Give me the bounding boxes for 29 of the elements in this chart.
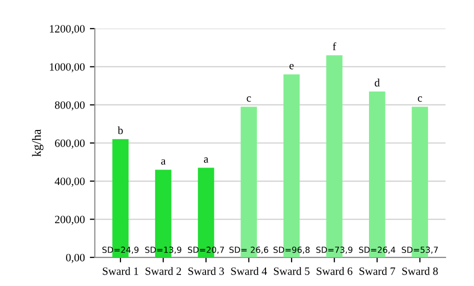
x-tick-label: Sward 1 xyxy=(102,267,138,275)
y-tick-label: 200,00 xyxy=(55,216,85,225)
y-tick-label: 0,00 xyxy=(66,254,85,263)
y-tick-label: 800,00 xyxy=(54,101,85,110)
annotation: b xyxy=(118,126,123,134)
x-tick-label: Sward 7 xyxy=(360,267,396,275)
annotation: SD= 26,6 xyxy=(229,246,268,254)
annotation: a xyxy=(161,159,166,165)
annotation: e xyxy=(290,64,294,70)
y-axis-title: kg/ha xyxy=(32,129,44,157)
y-tick-label: 1200,00 xyxy=(50,25,85,34)
x-tick-label: Sward 3 xyxy=(188,267,224,275)
annotation: d xyxy=(374,78,380,86)
x-tick-label: Sward 8 xyxy=(402,267,438,275)
annotation: SD=96,8 xyxy=(273,246,310,254)
annotation: c xyxy=(418,96,422,102)
x-tick-label: Sward 5 xyxy=(274,267,310,275)
y-tick-label: 600,00 xyxy=(55,139,85,149)
x-tick-label: Sward 6 xyxy=(316,267,352,275)
annotation: SD=26,4 xyxy=(359,246,396,254)
annotation: a xyxy=(204,157,208,163)
annotation: c xyxy=(246,96,251,102)
x-tick-label: Sward 2 xyxy=(146,267,181,275)
annotation: SD=73,9 xyxy=(316,246,352,254)
x-tick-label: Sward 4 xyxy=(231,267,267,275)
annotation: SD=53,7 xyxy=(402,246,438,254)
y-tick-label: 1000,00 xyxy=(50,63,85,72)
annotation: f xyxy=(332,42,336,50)
y-tick-label: 400,00 xyxy=(54,178,85,187)
